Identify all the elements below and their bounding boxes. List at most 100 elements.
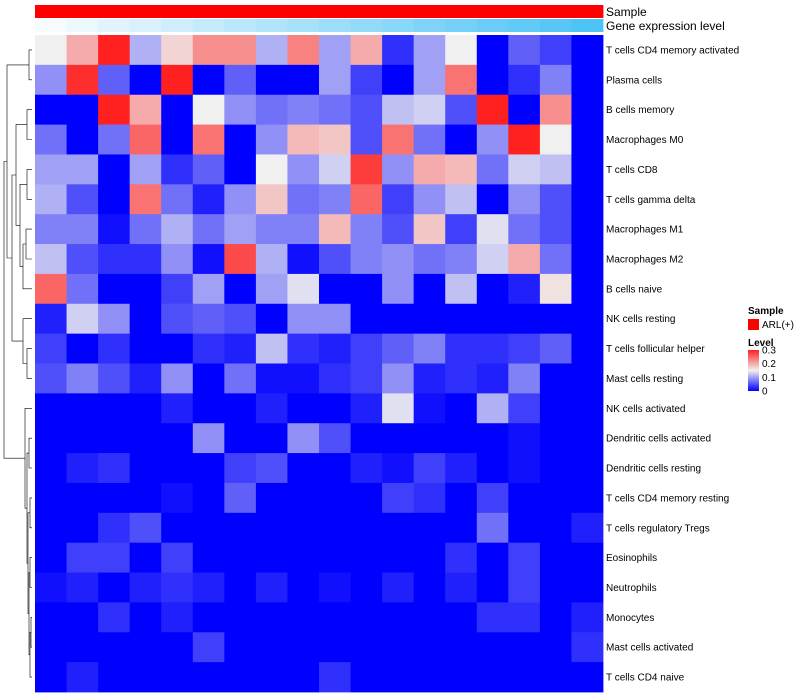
heatmap-cell bbox=[192, 542, 225, 573]
heatmap-cell bbox=[571, 602, 604, 633]
heatmap-cell bbox=[413, 214, 446, 245]
heatmap-cell bbox=[319, 333, 351, 364]
heatmap-cell bbox=[508, 303, 541, 335]
heatmap-cell bbox=[129, 453, 162, 484]
heatmap-cell bbox=[476, 512, 509, 544]
heatmap-cell bbox=[539, 214, 572, 245]
heatmap-cell bbox=[98, 423, 131, 454]
heatmap-cell bbox=[571, 94, 604, 125]
row-label: Dendritic cells resting bbox=[606, 464, 701, 475]
heatmap-cell bbox=[66, 542, 99, 573]
heatmap-cell bbox=[66, 423, 99, 454]
heatmap-cell bbox=[35, 333, 67, 364]
heatmap-cell bbox=[161, 602, 194, 633]
annotation-cell bbox=[445, 5, 478, 18]
heatmap-cell bbox=[161, 303, 194, 335]
heatmap-cell bbox=[445, 124, 478, 155]
heatmap-cell bbox=[319, 632, 351, 663]
heatmap-cell bbox=[539, 184, 572, 215]
heatmap-cell bbox=[382, 94, 415, 125]
heatmap-cell bbox=[98, 662, 131, 693]
row-label: Macrophages M2 bbox=[606, 254, 684, 265]
legend-tick-label: 0.3 bbox=[762, 346, 776, 357]
heatmap-cell bbox=[161, 333, 194, 364]
row-dendrogram bbox=[3, 49, 32, 678]
heatmap-cell bbox=[445, 35, 478, 66]
heatmap-cell bbox=[192, 64, 225, 96]
heatmap-cell bbox=[192, 184, 225, 215]
heatmap-cell bbox=[192, 363, 225, 394]
heatmap-cell bbox=[66, 572, 99, 603]
heatmap-cell bbox=[161, 35, 194, 66]
heatmap-cell bbox=[129, 35, 162, 66]
heatmap-cell bbox=[571, 542, 604, 573]
annotation-cell bbox=[413, 19, 446, 32]
heatmap-cell bbox=[255, 273, 288, 305]
row-label: B cells naive bbox=[606, 284, 663, 295]
dendrogram-branch bbox=[26, 169, 32, 200]
heatmap-cell bbox=[98, 184, 131, 215]
heatmap-cell bbox=[508, 154, 541, 185]
heatmap-cell bbox=[98, 94, 131, 125]
heatmap-cell bbox=[350, 333, 383, 364]
heatmap-cell bbox=[350, 214, 383, 245]
heatmap-cell bbox=[413, 64, 446, 96]
heatmap-cell bbox=[413, 154, 446, 185]
heatmap-cell bbox=[539, 572, 572, 603]
heatmap-cell bbox=[98, 602, 131, 633]
heatmap-cell bbox=[98, 453, 131, 484]
heatmap-cell bbox=[224, 273, 257, 305]
heatmap-cell bbox=[255, 244, 288, 275]
heatmap-cell bbox=[287, 512, 320, 544]
heatmap-cell bbox=[319, 124, 351, 155]
heatmap-cell bbox=[224, 512, 257, 544]
heatmap-cell bbox=[319, 273, 351, 305]
heatmap-cell bbox=[192, 333, 225, 364]
heatmap-cell bbox=[445, 244, 478, 275]
heatmap-cell bbox=[539, 303, 572, 335]
heatmap-cell bbox=[350, 423, 383, 454]
heatmap-cell bbox=[350, 482, 383, 514]
heatmap-cell bbox=[382, 124, 415, 155]
heatmap-cell bbox=[161, 632, 194, 663]
dendrogram-branch bbox=[22, 318, 32, 364]
heatmap-cell bbox=[476, 273, 509, 305]
heatmap-cell bbox=[66, 35, 99, 66]
heatmap-cell bbox=[508, 184, 541, 215]
heatmap-cell bbox=[66, 64, 99, 96]
heatmap-cell bbox=[66, 662, 99, 693]
heatmap-cell bbox=[255, 602, 288, 633]
heatmap-cell bbox=[287, 124, 320, 155]
row-label: Macrophages M1 bbox=[606, 225, 684, 236]
heatmap-cell bbox=[476, 482, 509, 514]
annotation-cell bbox=[287, 19, 320, 32]
heatmap-cell bbox=[161, 512, 194, 544]
heatmap-cell bbox=[192, 632, 225, 663]
heatmap-cell bbox=[161, 453, 194, 484]
heatmap-cell bbox=[319, 184, 351, 215]
dendrogram-branch bbox=[30, 617, 32, 648]
heatmap-cell bbox=[192, 662, 225, 693]
legend-sample-title: Sample bbox=[748, 306, 784, 317]
heatmap-cell bbox=[98, 512, 131, 544]
row-label: Macrophages M0 bbox=[606, 135, 684, 146]
heatmap-cell bbox=[571, 124, 604, 155]
heatmap-cell bbox=[98, 35, 131, 66]
dendrogram-branch bbox=[25, 228, 32, 260]
heatmap-cell bbox=[161, 662, 194, 693]
heatmap-cell bbox=[287, 214, 320, 245]
heatmap-cell bbox=[224, 35, 257, 66]
heatmap-cell bbox=[508, 363, 541, 394]
annotation-cell bbox=[445, 19, 478, 32]
heatmap-cell bbox=[476, 303, 509, 335]
heatmap-cell bbox=[35, 35, 67, 66]
legend-tick-label: 0.2 bbox=[762, 359, 776, 370]
heatmap-cell bbox=[476, 154, 509, 185]
heatmap-cell bbox=[539, 632, 572, 663]
annotation-cell bbox=[129, 5, 162, 18]
heatmap-cell bbox=[476, 662, 509, 693]
heatmap-cell bbox=[161, 423, 194, 454]
heatmap-cell bbox=[224, 632, 257, 663]
annotation-cell bbox=[571, 19, 604, 32]
heatmap-cell bbox=[508, 35, 541, 66]
